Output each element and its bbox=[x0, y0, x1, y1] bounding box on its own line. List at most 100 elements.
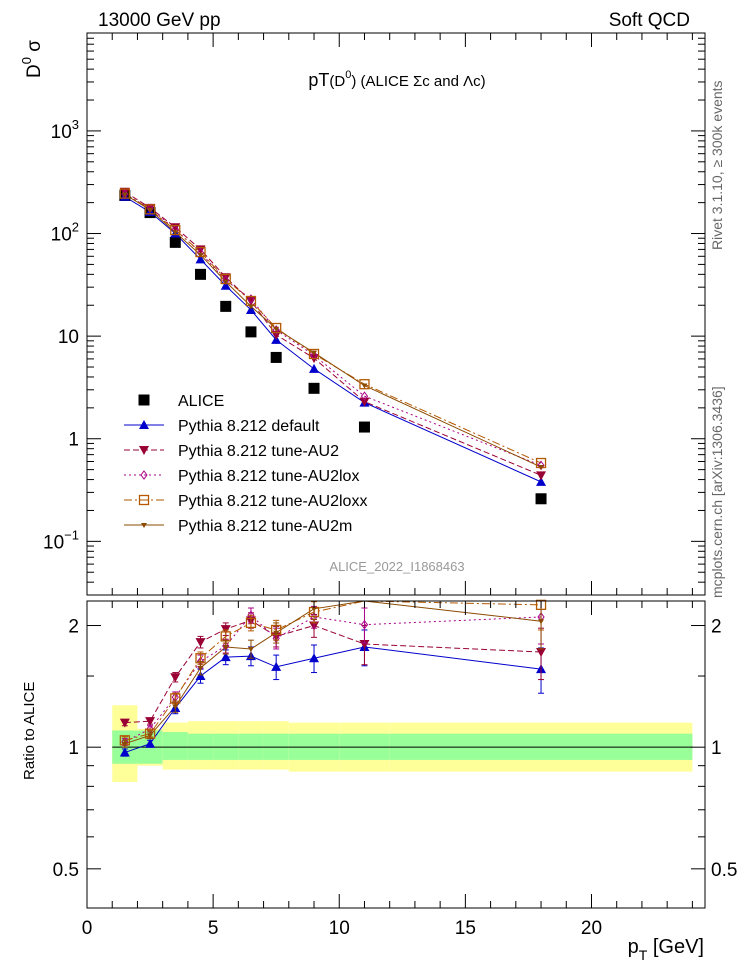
data-point-5 bbox=[361, 383, 368, 389]
ratio-point-0 bbox=[220, 652, 231, 662]
data-point-0 bbox=[220, 300, 232, 312]
data-point-0 bbox=[270, 351, 282, 363]
data-point-5 bbox=[172, 230, 179, 236]
ratio-axis-ticks: 0.5 0.51 12 20 5 10 15 20 bbox=[53, 601, 737, 939]
y-tick-exponent: 2 bbox=[72, 220, 79, 235]
legend-label: Pythia 8.212 tune-AU2m bbox=[178, 518, 352, 535]
data-point-3 bbox=[247, 294, 255, 304]
data-point-1 bbox=[195, 254, 206, 264]
ratio-point-2 bbox=[360, 619, 369, 630]
legend-marker bbox=[138, 394, 150, 406]
ratio-point-1 bbox=[145, 717, 156, 727]
data-point-0 bbox=[308, 382, 320, 394]
title-sup: 0 bbox=[345, 69, 351, 81]
ratio-line-3 bbox=[124, 600, 542, 741]
y-tick-label: 10−1 bbox=[43, 527, 79, 553]
y-tick-base: 10 bbox=[51, 225, 72, 246]
top-series-lines bbox=[124, 191, 542, 483]
data-point-0 bbox=[195, 268, 207, 280]
y-tick-label: 102 bbox=[51, 220, 79, 246]
legend-marker bbox=[141, 523, 147, 528]
x-axis-label: pT [GeV] bbox=[628, 936, 704, 963]
xlabel-sub: T bbox=[639, 947, 648, 963]
data-point-5 bbox=[121, 192, 128, 198]
xlabel-unit: [GeV] bbox=[647, 936, 704, 958]
ratio-point-4 bbox=[172, 704, 179, 710]
ratio-point-4 bbox=[538, 619, 545, 625]
data-point-4 bbox=[144, 204, 156, 215]
ratio-point-1 bbox=[195, 638, 206, 648]
xlabel-main: p bbox=[628, 936, 639, 958]
y-tick-exponent: 3 bbox=[72, 117, 79, 132]
ratio-line-4 bbox=[124, 600, 542, 745]
data-point-4 bbox=[308, 348, 320, 360]
ratio-y-tick-label-left: 2 bbox=[68, 617, 79, 638]
data-point-5 bbox=[273, 326, 280, 332]
data-point-0 bbox=[535, 493, 547, 505]
title-open: (D bbox=[329, 73, 345, 90]
ratio-point-0 bbox=[195, 671, 206, 681]
green-band bbox=[162, 732, 188, 760]
data-point-5 bbox=[197, 252, 204, 258]
legend-label: Pythia 8.212 tune-AU2 bbox=[178, 443, 339, 460]
legend-marker bbox=[139, 446, 149, 455]
ratio-point-4 bbox=[197, 666, 204, 672]
ratio-point-1 bbox=[359, 640, 370, 650]
y-tick-label: 1 bbox=[68, 430, 79, 451]
ratio-point-1 bbox=[536, 648, 547, 658]
rivet-label: Rivet 3.1.10, ≥ 300k events bbox=[709, 80, 725, 250]
ylabel-rest: σ bbox=[24, 40, 45, 57]
data-point-5 bbox=[311, 350, 318, 356]
data-point-5 bbox=[538, 465, 545, 471]
ratio-point-0 bbox=[309, 653, 320, 663]
y-tick-base: 10 bbox=[51, 122, 72, 143]
ratio-y-tick-label-right: 1 bbox=[711, 738, 722, 759]
x-tick-label: 15 bbox=[455, 918, 476, 939]
data-point-2 bbox=[536, 471, 547, 481]
ratio-line-1 bbox=[124, 619, 542, 724]
ratio-frame bbox=[86, 600, 706, 909]
data-point-4 bbox=[271, 322, 282, 334]
analysis-id: ALICE_2022_I1868463 bbox=[329, 559, 464, 574]
y-tick-base: 10 bbox=[43, 532, 64, 553]
ratio-point-1 bbox=[119, 718, 130, 728]
legend-label: Pythia 8.212 tune-AU2loxx bbox=[178, 493, 367, 510]
ratio-point-3 bbox=[245, 617, 257, 629]
ratio-line-2 bbox=[124, 614, 542, 743]
title-main: pT bbox=[308, 70, 329, 90]
y-tick-label: 103 bbox=[51, 117, 79, 143]
legend-marker bbox=[139, 420, 149, 429]
data-point-0 bbox=[245, 326, 257, 338]
energy-label: 13000 GeV pp bbox=[98, 10, 221, 31]
top-frame bbox=[86, 32, 706, 596]
ratio-point-4 bbox=[222, 644, 229, 650]
plot-title: pT(D0) (ALICE Σc and Λc) bbox=[308, 69, 485, 90]
ratio-point-4 bbox=[273, 630, 280, 636]
x-tick-label: 10 bbox=[329, 918, 350, 939]
data-point-2 bbox=[220, 273, 231, 283]
ratio-point-0 bbox=[271, 661, 282, 671]
ratio-line-0 bbox=[124, 646, 542, 754]
ratio-y-label: Ratio to ALICE bbox=[21, 682, 38, 780]
data-point-1 bbox=[220, 280, 231, 290]
ratio-panel: 0.5 0.51 12 20 5 10 15 20 bbox=[53, 599, 737, 939]
legend-label: Pythia 8.212 default bbox=[178, 418, 320, 435]
mcplots-label: mcplots.cern.ch [arXiv:1306.3436] bbox=[709, 386, 725, 598]
legend-marker bbox=[138, 494, 150, 506]
ylabel-sup: 0 bbox=[19, 57, 34, 64]
ratio-point-4 bbox=[147, 733, 154, 739]
x-tick-label: 0 bbox=[82, 918, 93, 939]
legend-marker bbox=[140, 470, 148, 480]
ratio-point-0 bbox=[145, 738, 156, 748]
ratio-point-1 bbox=[170, 673, 181, 683]
legend-label: Pythia 8.212 tune-AU2lox bbox=[178, 468, 359, 485]
ylabel-main: D bbox=[24, 64, 45, 78]
data-point-2 bbox=[119, 187, 130, 197]
ratio-y-tick-label-right: 2 bbox=[711, 617, 722, 638]
data-point-3 bbox=[360, 391, 369, 401]
ratio-y-tick-label-right: 0.5 bbox=[711, 860, 737, 881]
ratio-uncertainty-bands bbox=[112, 705, 693, 783]
